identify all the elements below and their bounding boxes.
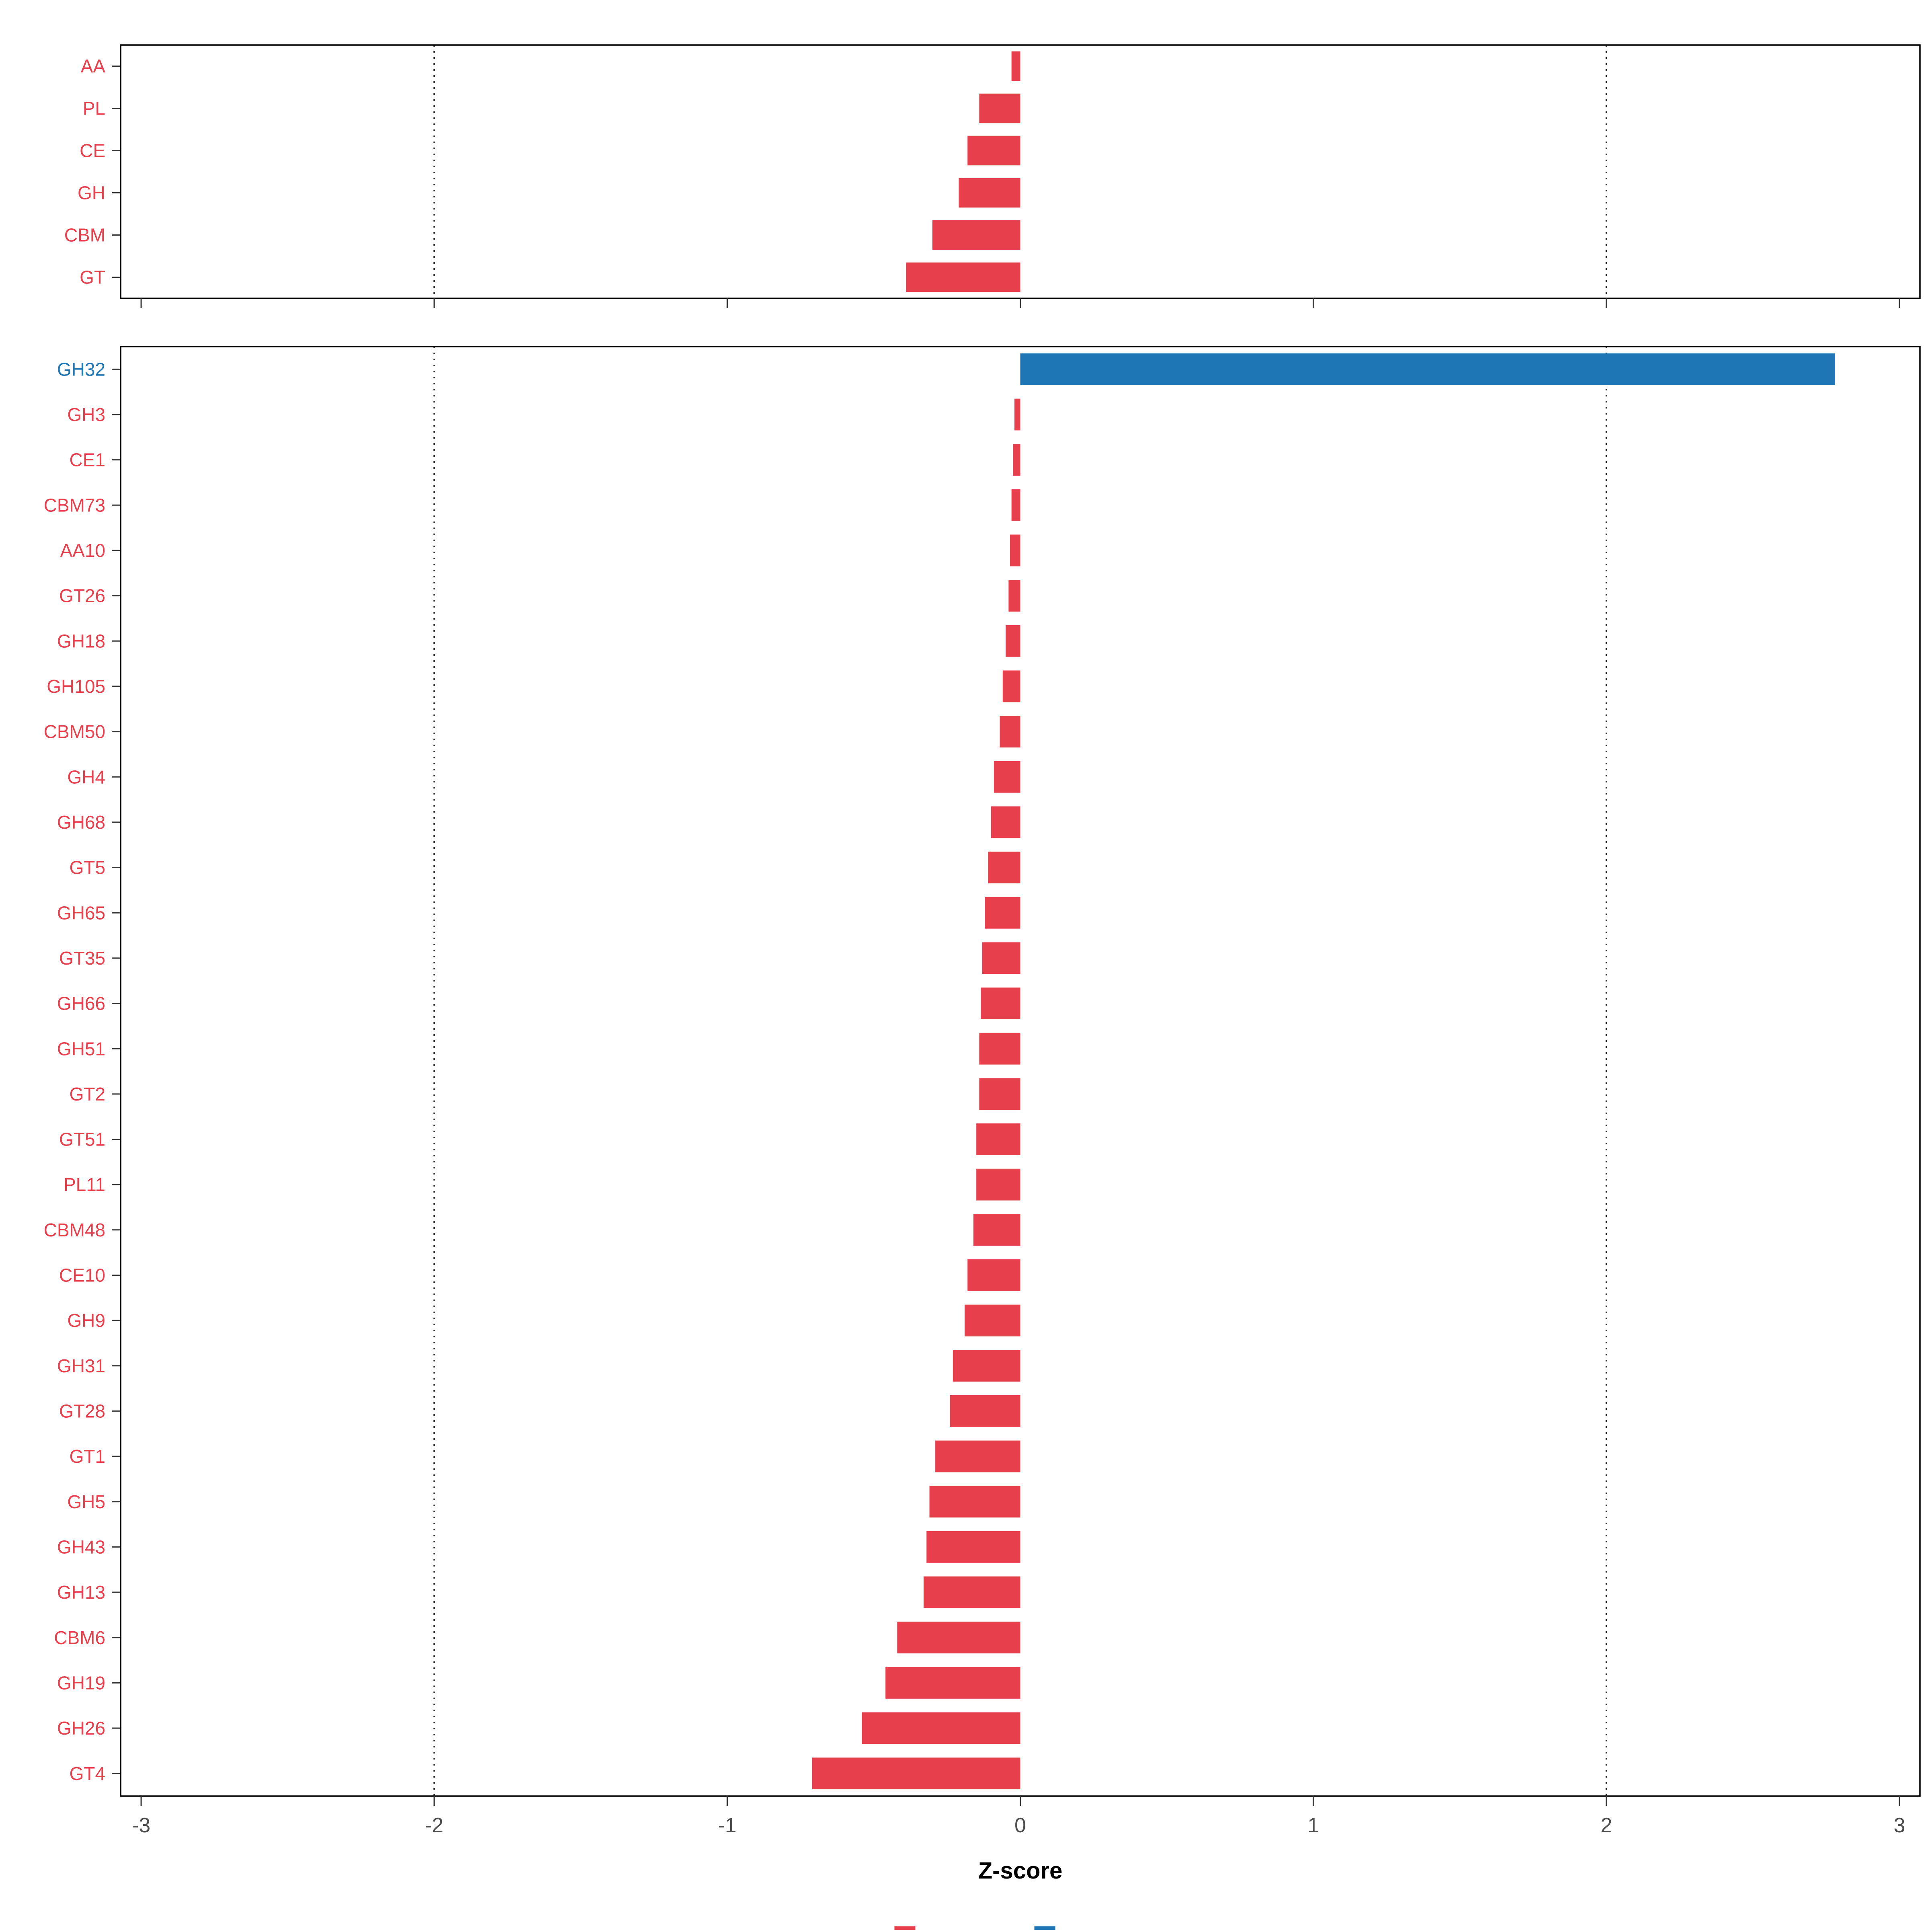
bar-GH65 bbox=[985, 897, 1020, 929]
y-axis-label-GH66: GH66 bbox=[57, 993, 105, 1014]
y-axis-label-GH3: GH3 bbox=[67, 404, 105, 425]
bar-GT bbox=[906, 262, 1020, 292]
x-tick-label: 1 bbox=[1308, 1814, 1319, 1837]
x-tick-label: 2 bbox=[1601, 1814, 1612, 1837]
bar-GT28 bbox=[950, 1395, 1020, 1427]
bar-CE bbox=[967, 136, 1020, 166]
legend-swatch-increase bbox=[1034, 1926, 1055, 1932]
y-axis-label-CBM: CBM bbox=[64, 225, 105, 246]
bar-CBM50 bbox=[1000, 716, 1020, 748]
bar-GH13 bbox=[923, 1576, 1020, 1608]
y-axis-label-GT4: GT4 bbox=[70, 1763, 105, 1784]
panel-background bbox=[121, 45, 1920, 298]
y-axis-label-GH65: GH65 bbox=[57, 902, 105, 923]
y-axis-label-PL11: PL11 bbox=[64, 1174, 105, 1195]
x-tick-label: 3 bbox=[1894, 1814, 1905, 1837]
y-axis-label-GT1: GT1 bbox=[70, 1446, 105, 1467]
y-axis-label-GH43: GH43 bbox=[57, 1536, 105, 1557]
y-axis-label-GT28: GT28 bbox=[59, 1401, 105, 1422]
bar-GH18 bbox=[1006, 625, 1020, 657]
legend-swatch-decrease bbox=[894, 1926, 916, 1932]
y-axis-label-GH32: GH32 bbox=[57, 359, 105, 380]
bar-CE1 bbox=[1013, 444, 1020, 476]
y-axis-label-GH: GH bbox=[78, 183, 105, 203]
bar-GH51 bbox=[979, 1033, 1020, 1065]
bar-GT2 bbox=[979, 1078, 1020, 1110]
y-axis-label-GH51: GH51 bbox=[57, 1038, 105, 1059]
bar-PL bbox=[979, 93, 1020, 123]
y-axis-label-GH105: GH105 bbox=[47, 676, 105, 697]
bar-GH31 bbox=[953, 1350, 1020, 1382]
y-axis-label-CBM6: CBM6 bbox=[54, 1627, 105, 1648]
y-axis-label-GH18: GH18 bbox=[57, 630, 105, 651]
bar-CBM bbox=[932, 220, 1020, 250]
y-axis-label-GT2: GT2 bbox=[70, 1084, 105, 1105]
y-axis-label-GT51: GT51 bbox=[59, 1129, 105, 1150]
panel-top: AA PL CE GH CBM GT bbox=[64, 44, 1921, 308]
y-axis-label-CBM50: CBM50 bbox=[44, 721, 105, 742]
y-axis-label-GT5: GT5 bbox=[70, 857, 105, 878]
bar-CE10 bbox=[967, 1259, 1020, 1291]
bar-CBM6 bbox=[897, 1622, 1020, 1654]
bar-GT26 bbox=[1008, 580, 1020, 612]
x-tick-label: -3 bbox=[132, 1814, 150, 1837]
legend: Decrease Increase bbox=[894, 1926, 1137, 1932]
bar-CBM73 bbox=[1011, 489, 1020, 521]
y-axis-label-GH4: GH4 bbox=[67, 766, 105, 787]
x-tick-label: -2 bbox=[425, 1814, 443, 1837]
legend-label-increase: Increase bbox=[1063, 1927, 1137, 1930]
bar-GH19 bbox=[885, 1667, 1020, 1699]
y-axis-label-AA10: AA10 bbox=[60, 540, 105, 561]
y-axis-label-PL: PL bbox=[83, 98, 105, 119]
bar-AA bbox=[1011, 51, 1020, 81]
bar-GT51 bbox=[976, 1123, 1020, 1155]
y-axis-label-CE1: CE1 bbox=[70, 450, 105, 470]
x-tick-label: 0 bbox=[1014, 1814, 1026, 1837]
bar-GH3 bbox=[1014, 398, 1020, 431]
y-axis-label-CE: CE bbox=[80, 140, 105, 161]
x-axis-title: Z-score bbox=[978, 1858, 1063, 1884]
y-axis-label-GH9: GH9 bbox=[67, 1310, 105, 1331]
bar-GH9 bbox=[965, 1304, 1020, 1337]
panel-bottom: GH32 GH3 CE1 CBM73 AA10 GT26 GH18 GH105 CBM50 GH4… bbox=[44, 346, 1921, 1837]
bar-GH66 bbox=[981, 988, 1020, 1019]
bar-PL11 bbox=[976, 1168, 1020, 1201]
bar-GT1 bbox=[935, 1440, 1020, 1472]
bar-GH32 bbox=[1020, 353, 1835, 385]
y-axis-label-GT: GT bbox=[80, 267, 105, 288]
x-tick-label: -1 bbox=[718, 1814, 737, 1837]
y-axis-label-GH68: GH68 bbox=[57, 812, 105, 833]
bar-GH4 bbox=[994, 761, 1020, 793]
bar-GT5 bbox=[988, 852, 1020, 883]
y-axis-label-CBM48: CBM48 bbox=[44, 1220, 105, 1240]
legend-label-decrease: Decrease bbox=[923, 1927, 1005, 1930]
bar-GH43 bbox=[926, 1531, 1020, 1563]
bar-GH26 bbox=[862, 1712, 1020, 1744]
y-axis-label-GH5: GH5 bbox=[67, 1491, 105, 1512]
y-axis-label-GT35: GT35 bbox=[59, 948, 105, 969]
bar-GH5 bbox=[929, 1486, 1020, 1518]
y-axis-label-CE10: CE10 bbox=[59, 1265, 105, 1286]
y-axis-label-GH13: GH13 bbox=[57, 1582, 105, 1603]
bar-AA10 bbox=[1010, 534, 1020, 567]
y-axis-label-GH31: GH31 bbox=[57, 1355, 105, 1376]
y-axis-label-CBM73: CBM73 bbox=[44, 495, 105, 515]
bar-GH68 bbox=[991, 806, 1020, 838]
y-axis-label-AA: AA bbox=[81, 56, 106, 77]
bar-GT35 bbox=[982, 942, 1020, 974]
y-axis-label-GH19: GH19 bbox=[57, 1672, 105, 1693]
y-axis-label-GH26: GH26 bbox=[57, 1718, 105, 1739]
bar-GT4 bbox=[812, 1757, 1020, 1790]
bar-GH bbox=[959, 178, 1020, 208]
bar-CBM48 bbox=[973, 1214, 1020, 1246]
y-axis-label-GT26: GT26 bbox=[59, 585, 105, 606]
bar-GH105 bbox=[1002, 670, 1020, 702]
